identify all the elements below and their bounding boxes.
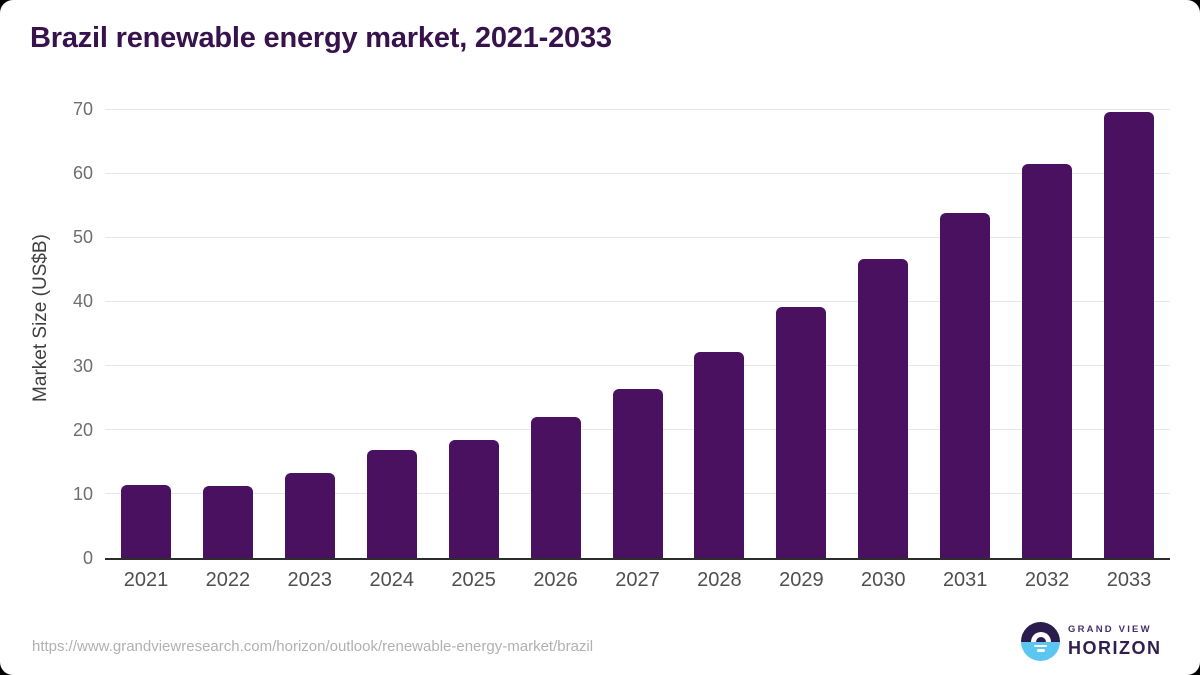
x-axis-line — [105, 558, 1170, 560]
logo-sun-arch-inner — [1035, 636, 1046, 642]
grand-view-horizon-logo[interactable]: GRAND VIEW HORIZON — [1021, 622, 1162, 661]
x-tick-label-2023: 2023 — [287, 569, 333, 591]
bar-2023[interactable] — [284, 473, 335, 558]
gridline-60 — [105, 172, 1170, 174]
x-tick-label-2024: 2024 — [369, 569, 414, 591]
x-tick-label-2033: 2033 — [1106, 569, 1152, 591]
x-tick-label-2032: 2032 — [1024, 569, 1070, 591]
source-url-link[interactable]: https://www.grandviewresearch.com/horizo… — [32, 638, 594, 655]
y-tick-label-60: 60 — [72, 163, 93, 184]
y-tick-label-20: 20 — [72, 419, 93, 440]
logo-reflection-dash — [1034, 644, 1047, 647]
x-tick-label-2028: 2028 — [697, 569, 742, 591]
y-tick-label-50: 50 — [72, 227, 93, 248]
y-tick-label-70: 70 — [72, 99, 93, 119]
logo-text: GRAND VIEW HORIZON — [1068, 624, 1162, 659]
bar-2029[interactable] — [776, 306, 827, 558]
bar-2024[interactable] — [366, 449, 417, 558]
horizon-sun-icon — [1021, 622, 1060, 661]
bar-2021[interactable] — [120, 484, 171, 558]
gridline-70 — [105, 108, 1170, 110]
x-tick-label-2027: 2027 — [615, 569, 660, 591]
x-tick-label-2026: 2026 — [533, 569, 578, 591]
y-tick-label-30: 30 — [72, 355, 93, 376]
bar-2022[interactable] — [202, 486, 253, 558]
bar-2027[interactable] — [612, 388, 663, 558]
gridline-50 — [105, 236, 1170, 238]
logo-grand-view-label: GRAND VIEW — [1068, 624, 1152, 635]
chart-title: Brazil renewable energy market, 2021-203… — [30, 22, 612, 54]
logo-reflection-dash — [1036, 649, 1045, 652]
x-tick-label-2030: 2030 — [861, 569, 906, 591]
bar-2030[interactable] — [858, 259, 909, 558]
bar-2025[interactable] — [448, 439, 499, 558]
x-tick-label-2029: 2029 — [779, 569, 824, 591]
y-tick-label-10: 10 — [72, 483, 93, 504]
logo-horizon-label: HORIZON — [1068, 638, 1162, 658]
gridline-40 — [105, 300, 1170, 302]
y-axis-title: Market Size (US$B) — [30, 234, 51, 402]
bar-2032[interactable] — [1022, 164, 1073, 558]
bar-2026[interactable] — [530, 416, 581, 558]
bar-2028[interactable] — [694, 352, 745, 558]
x-tick-label-2025: 2025 — [451, 569, 496, 591]
x-tick-label-2031: 2031 — [942, 569, 988, 591]
y-tick-label-40: 40 — [72, 291, 93, 312]
bar-2033[interactable] — [1104, 112, 1155, 558]
bar-2031[interactable] — [940, 212, 991, 558]
gridline-30 — [105, 365, 1170, 367]
y-tick-label-0: 0 — [82, 548, 93, 568]
x-tick-label-2022: 2022 — [205, 569, 251, 591]
x-tick-label-2021: 2021 — [123, 569, 169, 591]
